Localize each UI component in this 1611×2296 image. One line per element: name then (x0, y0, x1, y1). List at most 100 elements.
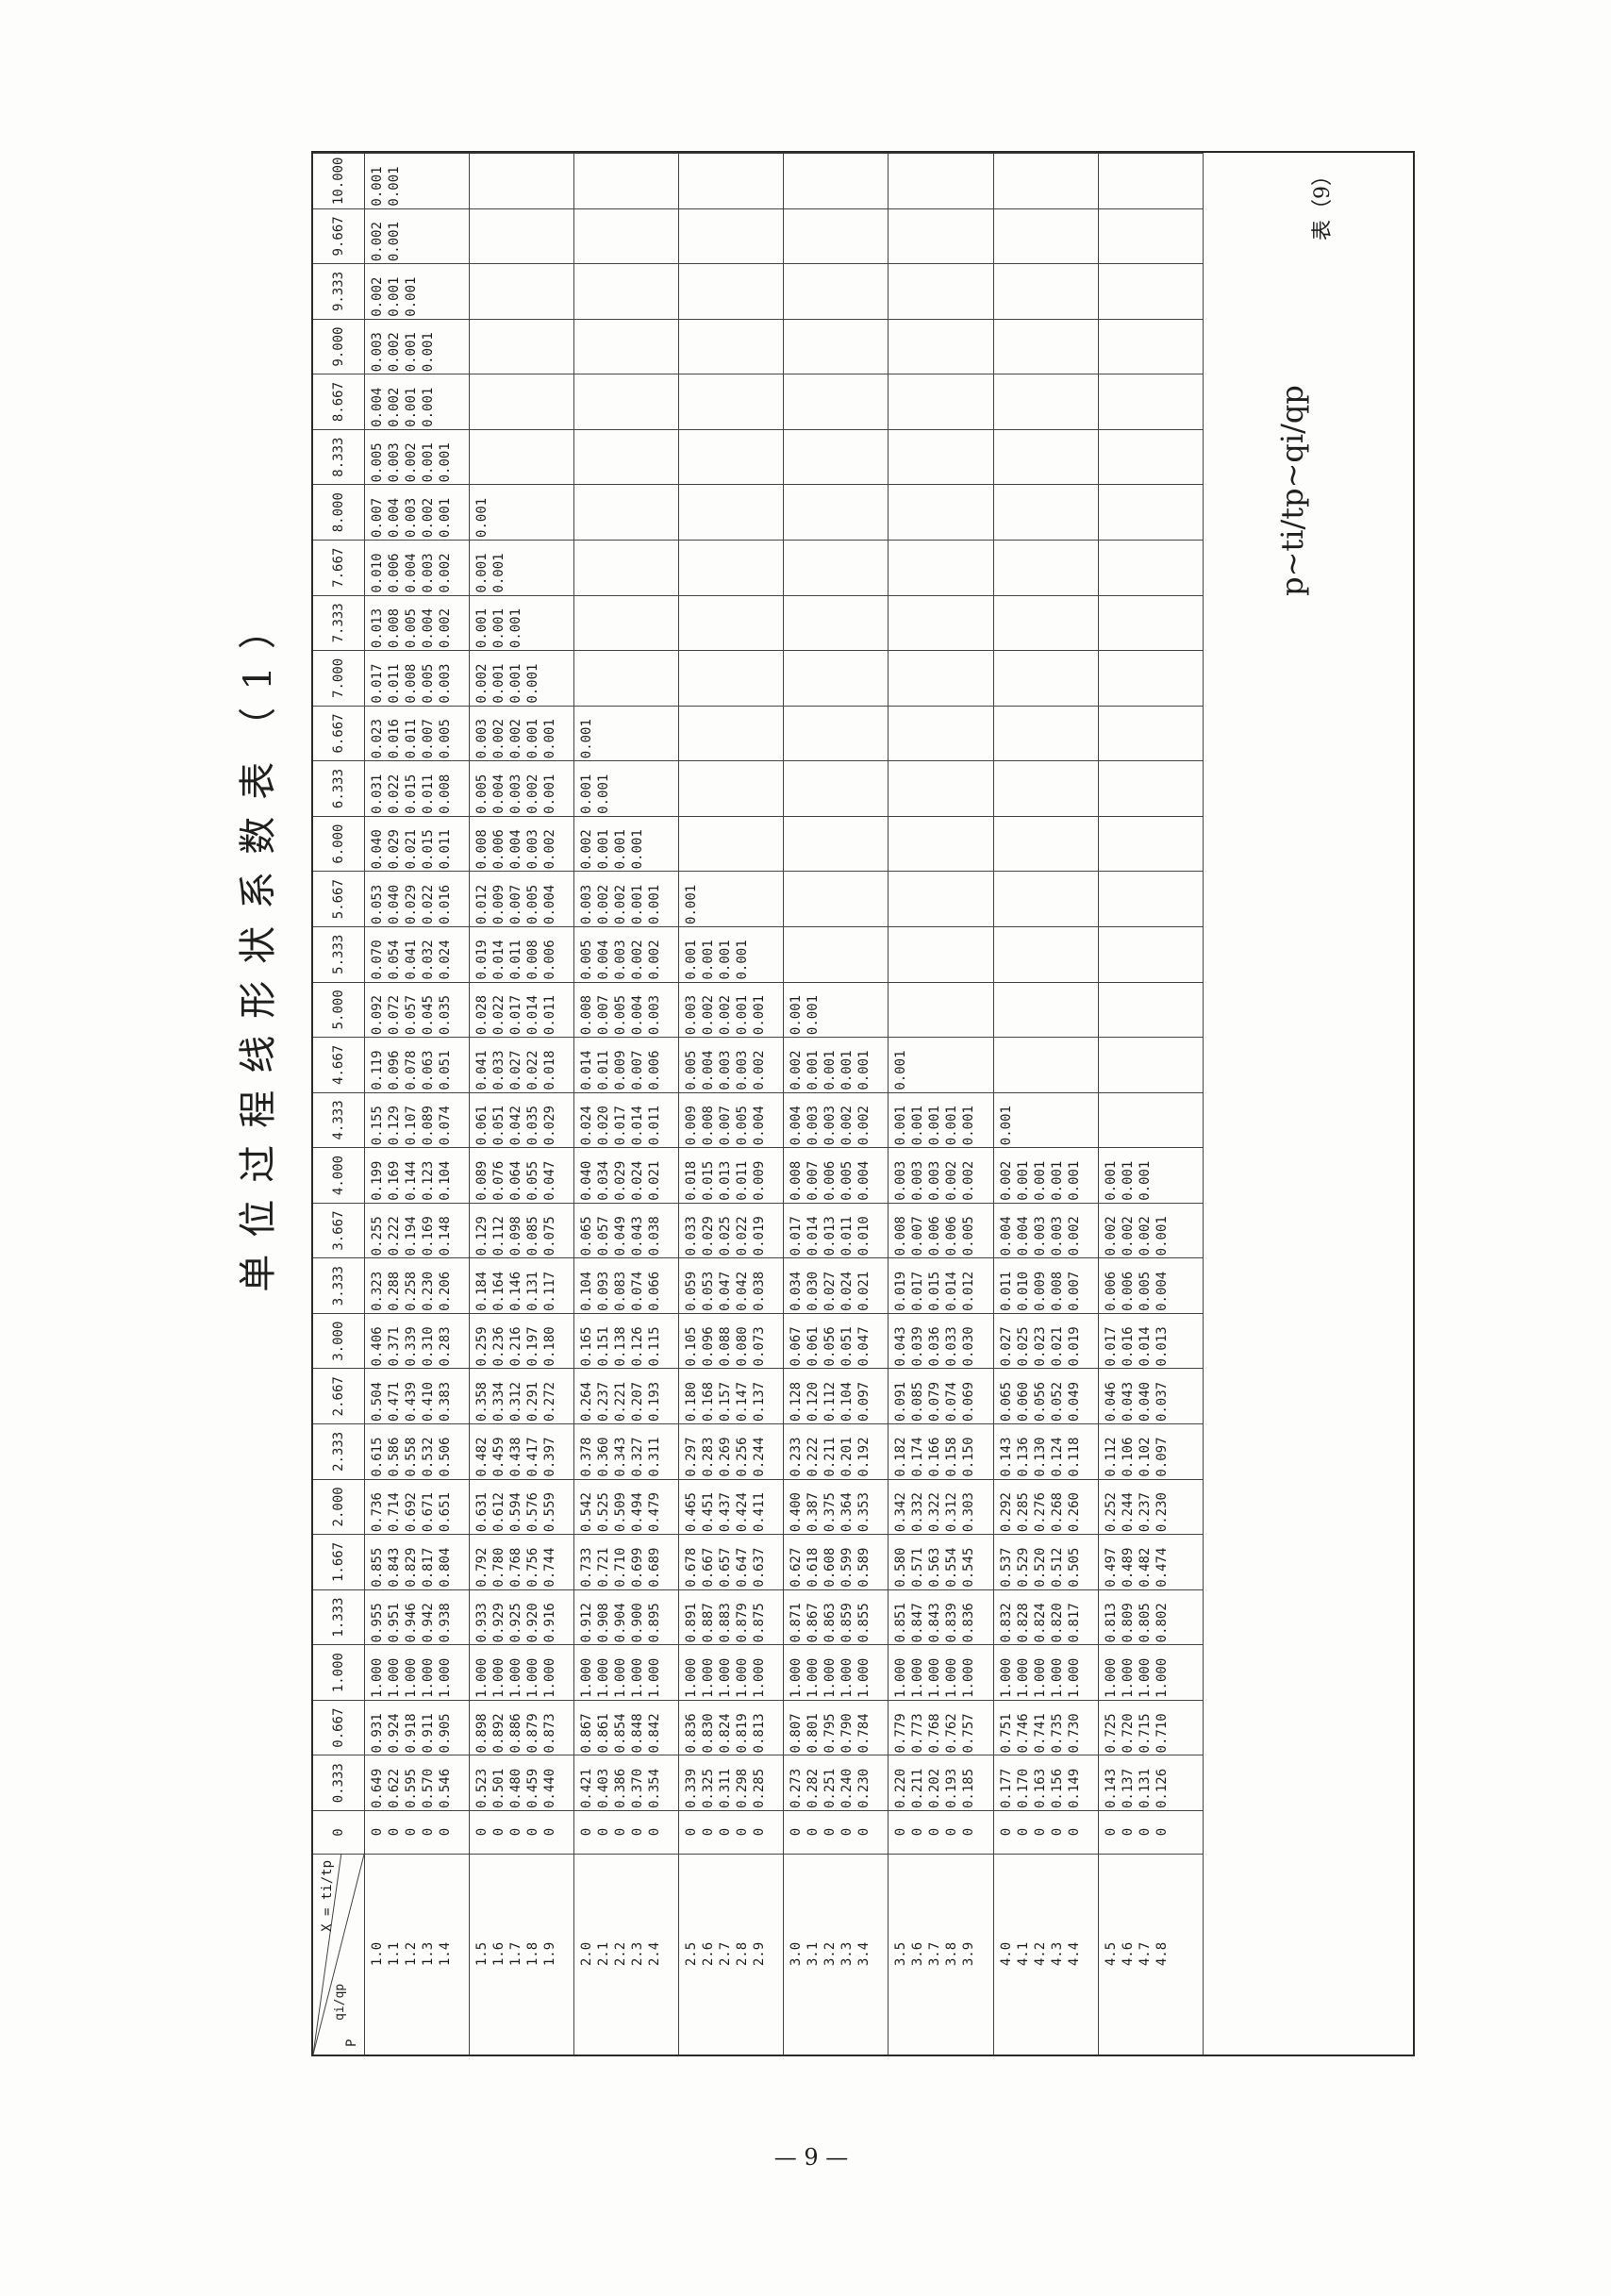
table-cell (889, 428, 994, 485)
coefficient-value: 0.832 (998, 1603, 1014, 1643)
coefficient-value: 0.004 (596, 940, 612, 980)
table-cell: 0.004 0.003 0.003 0.002 0.002 (784, 1091, 889, 1148)
table-cell: 0.400 0.387 0.375 0.364 0.353 (784, 1478, 889, 1535)
coefficient-value: 1.000 (752, 1657, 768, 1698)
coefficient-value: 0.571 (910, 1547, 926, 1588)
coefficient-value: 0.025 (1015, 1326, 1031, 1367)
table-cell (1098, 815, 1204, 872)
coefficient-value: 0.459 (491, 1437, 507, 1477)
coefficient-value: 0.671 (421, 1492, 436, 1533)
coefficient-value: 0.768 (508, 1547, 524, 1588)
table-cell: 0.406 0.371 0.339 0.310 0.283 (365, 1312, 471, 1369)
table-cell: 0.065 0.057 0.049 0.043 0.038 (574, 1202, 680, 1258)
p-value: 3.8 (944, 1941, 960, 1967)
coefficient-value: 0.029 (701, 1216, 717, 1256)
coefficient-value: 0.075 (542, 1216, 558, 1256)
coefficient-value: 0.828 (1015, 1603, 1031, 1643)
table-cell: 0.004 0.002 0.001 0.001 (365, 374, 471, 429)
coefficient-value: 0.131 (1137, 1768, 1153, 1808)
coefficient-value: 0 (752, 1827, 768, 1837)
coefficient-value: 0.537 (998, 1547, 1014, 1588)
coefficient-value: 0.002 (1120, 1216, 1136, 1256)
coefficient-value: 0.182 (893, 1437, 909, 1477)
coefficient-value: 0.126 (630, 1326, 646, 1367)
coefficient-value: 0.554 (944, 1547, 960, 1588)
coefficient-value: 0 (806, 1827, 822, 1837)
table-cell (889, 208, 994, 264)
coefficient-value: 0.083 (613, 1271, 629, 1311)
coefficient-value: 0.001 (789, 994, 805, 1036)
coefficient-value: 0.002 (579, 829, 595, 870)
coefficient-value: 0.751 (998, 1713, 1014, 1754)
table-cell (574, 208, 680, 264)
table-cell (784, 208, 889, 264)
coefficient-value: 0.106 (1120, 1437, 1136, 1477)
table-cell: 0.028 0.022 0.017 0.014 0.011 (470, 981, 575, 1038)
p-value: 2.8 (735, 1941, 751, 1967)
coefficient-value: 0.001 (508, 607, 524, 649)
coefficient-value: 0.001 (579, 719, 595, 759)
coefficient-value: 1.000 (647, 1657, 663, 1698)
x-header: 7.000 (313, 650, 365, 706)
coefficient-value: 0.008 (579, 994, 595, 1036)
coefficient-value: 0.259 (474, 1326, 490, 1367)
coefficient-value: 0.011 (404, 719, 419, 759)
coefficient-value: 0.482 (474, 1437, 490, 1477)
table-cell: 0.018 0.015 0.013 0.011 0.009 (679, 1147, 785, 1203)
coefficient-value: 0.951 (387, 1603, 402, 1643)
p-value: 2.6 (701, 1941, 717, 1967)
table-cell (679, 760, 785, 816)
coefficient-value: 0.237 (596, 1381, 612, 1423)
coefficient-value: 0.138 (613, 1326, 629, 1367)
table-cell (889, 374, 994, 429)
p-value: 4.1 (1015, 1941, 1031, 1967)
table-cell: 0.129 0.112 0.098 0.085 0.075 (470, 1202, 575, 1258)
coefficient-value: 0.322 (927, 1492, 943, 1533)
coefficient-value: 0.001 (893, 1050, 909, 1090)
coefficient-value: 0.035 (438, 994, 453, 1036)
coefficient-value: 0.221 (613, 1381, 629, 1423)
coefficient-value: 0.283 (438, 1326, 453, 1367)
coefficient-value: 0.003 (718, 1050, 734, 1090)
coefficient-value: 0.007 (508, 884, 524, 924)
coefficient-value: 0.001 (839, 1050, 855, 1090)
coefficient-value: 0 (998, 1827, 1014, 1837)
coefficient-value: 0.378 (579, 1437, 595, 1477)
coefficient-value: 0.003 (370, 332, 385, 373)
coefficient-value: 0.474 (1154, 1547, 1170, 1588)
coefficient-value: 0.451 (701, 1492, 717, 1533)
coefficient-value: 0.022 (421, 884, 436, 924)
table-cell: 0.027 0.025 0.023 0.021 0.019 (993, 1312, 1099, 1369)
coefficient-value: 0.105 (684, 1326, 700, 1367)
coefficient-value: 0 (438, 1827, 453, 1837)
coefficient-value: 0.034 (596, 1160, 612, 1201)
coefficient-value: 0.056 (1032, 1381, 1048, 1423)
p-value: 2.5 (684, 1941, 700, 1967)
coefficient-value: 0.714 (387, 1492, 402, 1533)
p-value: 1.8 (525, 1941, 541, 1967)
table-cell: 0.725 0.720 0.715 0.710 (1098, 1699, 1204, 1755)
coefficient-value: 0.104 (839, 1381, 855, 1423)
coefficient-value: 0.015 (701, 1160, 717, 1201)
table-cell: 0.733 0.721 0.710 0.699 0.689 (574, 1534, 680, 1589)
coefficient-value: 0.471 (387, 1381, 402, 1423)
p-value: 4.6 (1120, 1941, 1136, 1967)
coefficient-value: 0.282 (806, 1768, 822, 1808)
coefficient-value: 0.096 (387, 1050, 402, 1090)
table-cell: 0.002 0.001 0.001 (365, 263, 471, 319)
coefficient-value: 0.001 (542, 719, 558, 759)
table-cell (993, 484, 1099, 540)
coefficient-value: 0.053 (701, 1271, 717, 1311)
coefficient-value: 0 (1137, 1827, 1153, 1837)
coefficient-value: 0.011 (542, 994, 558, 1036)
coefficient-value: 0.678 (684, 1547, 700, 1588)
coefficient-value: 0.053 (370, 884, 385, 924)
coefficient-value: 0.047 (542, 1160, 558, 1201)
coefficient-value: 0.383 (438, 1381, 453, 1423)
table-cell (993, 815, 1099, 872)
table-cell (784, 760, 889, 816)
table-cell: 0.779 0.773 0.768 0.762 0.757 (889, 1699, 994, 1755)
table-cell: 0.011 0.010 0.009 0.008 0.007 (993, 1257, 1099, 1313)
table-cell (679, 153, 785, 208)
coefficient-value: 0.813 (1103, 1603, 1119, 1643)
